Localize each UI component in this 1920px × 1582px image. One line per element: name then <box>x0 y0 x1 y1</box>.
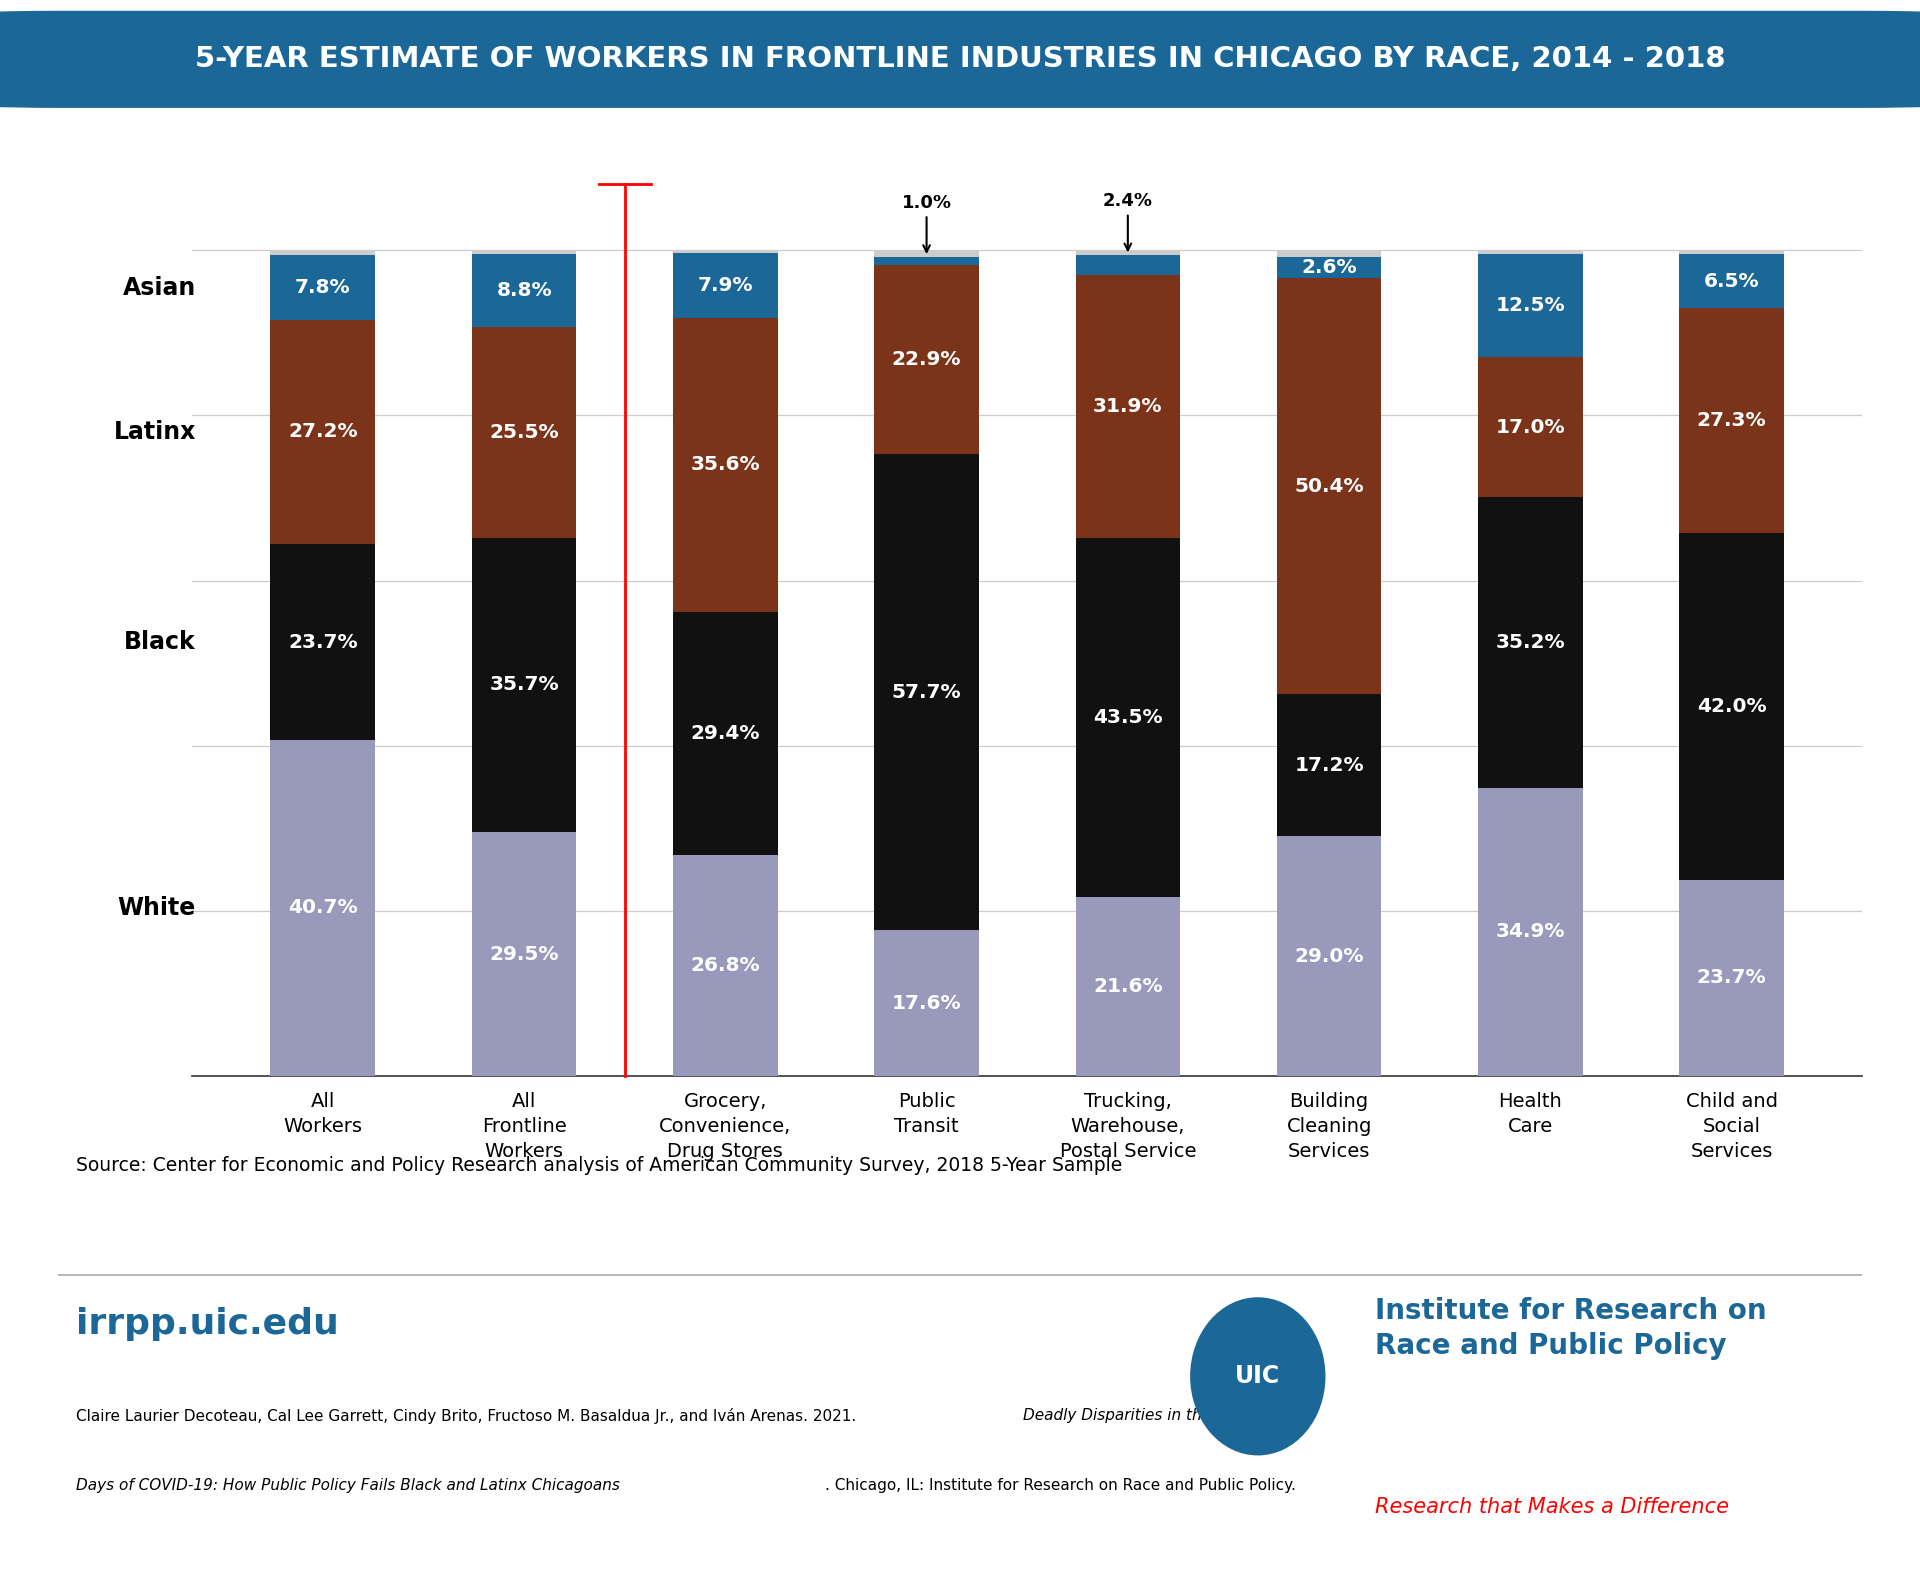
Bar <box>271 320 374 544</box>
Text: 27.2%: 27.2% <box>288 422 357 441</box>
Bar <box>874 454 979 930</box>
Text: 17.6%: 17.6% <box>891 993 962 1012</box>
Bar <box>472 250 576 255</box>
Text: 2.6%: 2.6% <box>1302 258 1357 277</box>
Text: 34.9%: 34.9% <box>1496 922 1565 941</box>
Ellipse shape <box>1190 1297 1325 1455</box>
Text: UIC: UIC <box>1235 1364 1281 1389</box>
Bar <box>1478 253 1582 358</box>
Bar <box>1075 250 1181 255</box>
Bar <box>874 250 979 256</box>
Bar <box>1075 255 1181 275</box>
Bar <box>472 538 576 832</box>
Bar <box>472 832 576 1076</box>
Text: 6.5%: 6.5% <box>1703 272 1759 291</box>
FancyBboxPatch shape <box>0 11 1920 108</box>
Bar <box>874 256 979 266</box>
Text: 23.7%: 23.7% <box>1697 968 1766 987</box>
Text: 29.0%: 29.0% <box>1294 946 1363 965</box>
Text: 22.9%: 22.9% <box>891 350 962 369</box>
Bar <box>271 740 374 1076</box>
Text: 50.4%: 50.4% <box>1294 476 1363 495</box>
Bar <box>1277 278 1380 694</box>
Text: Deadly Disparities in the: Deadly Disparities in the <box>1023 1408 1212 1422</box>
Bar <box>674 854 778 1076</box>
Bar <box>472 327 576 538</box>
Bar <box>472 255 576 327</box>
Text: 7.8%: 7.8% <box>296 278 351 297</box>
Bar <box>1277 837 1380 1076</box>
Bar <box>1478 497 1582 788</box>
Bar <box>674 612 778 854</box>
Text: 40.7%: 40.7% <box>288 899 357 918</box>
Bar <box>1680 250 1784 255</box>
Text: 57.7%: 57.7% <box>891 683 962 702</box>
Text: 23.7%: 23.7% <box>288 633 357 652</box>
Text: 12.5%: 12.5% <box>1496 296 1565 315</box>
Bar <box>271 544 374 740</box>
Bar <box>874 266 979 454</box>
Bar <box>1075 538 1181 897</box>
Bar <box>1478 788 1582 1076</box>
Text: 5-YEAR ESTIMATE OF WORKERS IN FRONTLINE INDUSTRIES IN CHICAGO BY RACE, 2014 - 20: 5-YEAR ESTIMATE OF WORKERS IN FRONTLINE … <box>194 46 1726 73</box>
Text: 29.4%: 29.4% <box>691 723 760 742</box>
Text: 8.8%: 8.8% <box>495 282 551 301</box>
Bar <box>1277 694 1380 837</box>
Bar <box>1680 880 1784 1076</box>
Bar <box>271 255 374 320</box>
Bar <box>1680 255 1784 308</box>
Bar <box>674 253 778 318</box>
Bar <box>1277 250 1380 256</box>
Bar <box>1680 533 1784 880</box>
Text: 35.2%: 35.2% <box>1496 633 1565 652</box>
Text: 1.0%: 1.0% <box>902 193 952 252</box>
Text: White: White <box>117 895 196 919</box>
Text: 17.0%: 17.0% <box>1496 418 1565 437</box>
Text: 25.5%: 25.5% <box>490 422 559 441</box>
Text: 42.0%: 42.0% <box>1697 698 1766 717</box>
Text: . Chicago, IL: Institute for Research on Race and Public Policy.: . Chicago, IL: Institute for Research on… <box>826 1478 1296 1492</box>
Bar <box>1075 275 1181 538</box>
Text: 2.4%: 2.4% <box>1102 191 1152 250</box>
Bar <box>271 250 374 255</box>
Text: 43.5%: 43.5% <box>1092 709 1164 728</box>
Text: 31.9%: 31.9% <box>1092 397 1164 416</box>
Bar <box>1478 358 1582 497</box>
Text: 26.8%: 26.8% <box>691 956 760 975</box>
Bar <box>874 930 979 1076</box>
Text: Claire Laurier Decoteau, Cal Lee Garrett, Cindy Brito, Fructoso M. Basaldua Jr.,: Claire Laurier Decoteau, Cal Lee Garrett… <box>75 1408 860 1424</box>
Text: Days of COVID-19: How Public Policy Fails Black and Latinx Chicagoans: Days of COVID-19: How Public Policy Fail… <box>75 1478 620 1492</box>
Text: 27.3%: 27.3% <box>1697 411 1766 430</box>
Bar <box>674 318 778 612</box>
Bar <box>1478 250 1582 253</box>
Text: irrpp.uic.edu: irrpp.uic.edu <box>75 1307 338 1340</box>
Text: Latinx: Latinx <box>113 419 196 445</box>
Text: 21.6%: 21.6% <box>1092 978 1164 997</box>
Text: 17.2%: 17.2% <box>1294 756 1363 775</box>
Bar <box>1680 308 1784 533</box>
Text: Asian: Asian <box>123 275 196 299</box>
Text: 7.9%: 7.9% <box>697 275 753 294</box>
Bar <box>674 250 778 253</box>
Text: Research that Makes a Difference: Research that Makes a Difference <box>1375 1497 1730 1517</box>
Text: 35.6%: 35.6% <box>691 456 760 475</box>
Text: Black: Black <box>125 630 196 653</box>
Text: Source: Center for Economic and Policy Research analysis of American Community S: Source: Center for Economic and Policy R… <box>75 1156 1121 1175</box>
Bar <box>1277 256 1380 278</box>
Text: Institute for Research on
Race and Public Policy: Institute for Research on Race and Publi… <box>1375 1297 1766 1361</box>
Text: 35.7%: 35.7% <box>490 676 559 694</box>
Bar <box>1075 897 1181 1076</box>
Text: 29.5%: 29.5% <box>490 944 559 963</box>
